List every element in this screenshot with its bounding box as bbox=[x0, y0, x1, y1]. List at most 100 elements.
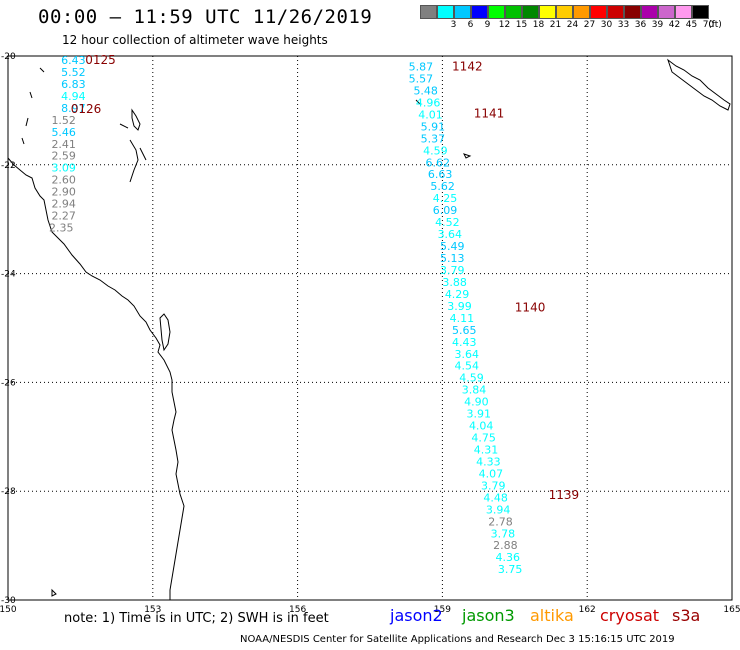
legend-label: 42 bbox=[668, 20, 681, 30]
swh-value: 4.75 bbox=[471, 432, 496, 445]
swh-value: 4.54 bbox=[454, 360, 479, 373]
legend-swatch bbox=[573, 5, 590, 19]
legend-swatch bbox=[607, 5, 624, 19]
swh-value: 5.49 bbox=[440, 240, 465, 253]
satellite-name: altika bbox=[530, 606, 574, 625]
legend-swatch bbox=[522, 5, 539, 19]
legend-label: 33 bbox=[617, 20, 630, 30]
swh-value: 3.75 bbox=[498, 563, 523, 576]
swh-value: 4.43 bbox=[452, 336, 477, 349]
swh-value: 4.90 bbox=[464, 396, 489, 409]
legend-label: 39 bbox=[651, 20, 664, 30]
swh-value: 2.35 bbox=[49, 222, 74, 235]
swh-value: 4.33 bbox=[476, 455, 501, 468]
swh-value: 4.29 bbox=[445, 288, 470, 301]
swh-value: 4.25 bbox=[433, 192, 458, 205]
island-2 bbox=[415, 99, 421, 105]
whitsunday-coastline bbox=[131, 108, 141, 131]
swh-value: 5.37 bbox=[421, 132, 446, 145]
swh-value: 6.83 bbox=[61, 78, 86, 91]
legend-swatch bbox=[488, 5, 505, 19]
reef-outline-2 bbox=[129, 139, 139, 183]
pass-time-label: 1140 bbox=[515, 301, 546, 315]
lord-howe-outline bbox=[51, 588, 57, 597]
swh-value: 4.96 bbox=[416, 96, 441, 109]
pass-time-label: 1142 bbox=[452, 60, 483, 74]
satellite-name: cryosat bbox=[600, 606, 660, 625]
legend-swatch bbox=[641, 5, 658, 19]
swh-value: 5.46 bbox=[51, 126, 76, 139]
fraser-island-coastline bbox=[159, 313, 171, 352]
swh-value: 1.52 bbox=[51, 114, 76, 127]
swh-value: 5.48 bbox=[413, 84, 438, 97]
legend-label: 27 bbox=[583, 20, 596, 30]
swh-value: 4.01 bbox=[418, 108, 443, 121]
satellite-name: jason3 bbox=[462, 606, 515, 625]
swh-value: 4.94 bbox=[61, 90, 86, 103]
swh-value: 5.91 bbox=[421, 120, 446, 133]
legend-label: 30 bbox=[600, 20, 613, 30]
legend-swatch bbox=[556, 5, 573, 19]
swh-value: 4.36 bbox=[495, 551, 520, 564]
lon-tick-label: 153 bbox=[144, 605, 161, 615]
swh-value: 5.62 bbox=[430, 180, 455, 193]
legend-label: 24 bbox=[566, 20, 579, 30]
reef-outline-3 bbox=[119, 123, 147, 161]
legend-label: 18 bbox=[532, 20, 545, 30]
lat-tick-label: -30 bbox=[1, 596, 16, 606]
swh-value: 5.13 bbox=[440, 252, 465, 265]
pass-time-label: 0126 bbox=[71, 102, 102, 116]
lat-tick-label: -24 bbox=[1, 270, 16, 280]
queensland-coastline bbox=[7, 157, 185, 600]
legend-swatch bbox=[658, 5, 675, 19]
credit-line: NOAA/NESDIS Center for Satellite Applica… bbox=[240, 634, 675, 645]
lat-tick-label: -28 bbox=[1, 487, 16, 497]
pass-time-label: 1141 bbox=[474, 106, 505, 120]
lon-tick-label: 165 bbox=[723, 605, 740, 615]
swh-value: 4.52 bbox=[435, 216, 460, 229]
swh-value: 2.90 bbox=[51, 186, 76, 199]
legend-label: 21 bbox=[549, 20, 562, 30]
legend-label: 3 bbox=[450, 20, 457, 30]
legend-label: 9 bbox=[484, 20, 491, 30]
satellite-name: jason2 bbox=[390, 606, 443, 625]
swh-value: 4.48 bbox=[483, 491, 508, 504]
swh-value: 3.64 bbox=[438, 228, 463, 241]
legend-label: 12 bbox=[498, 20, 511, 30]
swh-value: 5.57 bbox=[409, 72, 434, 85]
legend-swatch bbox=[539, 5, 556, 19]
new-caledonia-coastline bbox=[667, 58, 731, 111]
satellite-tracks: 6.435.526.834.948.971.525.462.412.593.09… bbox=[49, 53, 579, 576]
color-legend: 3 6 9 12 15 18 21 24 27 30 33 36 39 42 45 70 (ft) bbox=[420, 5, 722, 33]
lon-tick-label: 150 bbox=[0, 605, 17, 615]
lat-tick-label: -22 bbox=[1, 161, 16, 171]
swh-value: 2.27 bbox=[51, 210, 76, 223]
map-subtitle: 12 hour collection of altimeter wave hei… bbox=[62, 33, 328, 47]
swh-value: 3.91 bbox=[467, 408, 492, 421]
swh-value: 3.79 bbox=[440, 264, 465, 277]
lat-lon-grid bbox=[8, 56, 732, 600]
swh-value: 5.65 bbox=[452, 324, 477, 337]
swh-value: 3.09 bbox=[51, 162, 76, 175]
island-1 bbox=[463, 153, 472, 159]
lat-tick-label: -26 bbox=[1, 378, 16, 388]
swh-value: 6.62 bbox=[426, 156, 451, 169]
legend-swatch bbox=[420, 5, 437, 19]
swh-value: 3.84 bbox=[462, 384, 487, 397]
swh-value: 3.79 bbox=[481, 479, 506, 492]
legend-swatch bbox=[454, 5, 471, 19]
swh-value: 2.94 bbox=[51, 198, 76, 211]
swh-value: 4.07 bbox=[479, 467, 504, 480]
legend-label: 15 bbox=[515, 20, 528, 30]
legend-label: 36 bbox=[634, 20, 647, 30]
axis-tick-labels: 150 153 156 159 162 165 -20 -22 -24 -26 -28 -30 bbox=[0, 52, 740, 615]
swh-value: 2.41 bbox=[51, 138, 76, 151]
map-frame bbox=[7, 55, 733, 601]
map-title: 00:00 – 11:59 UTC 11/26/2019 bbox=[38, 6, 373, 28]
legend-swatch bbox=[471, 5, 488, 19]
swh-value: 2.88 bbox=[493, 539, 517, 552]
lon-tick-label: 156 bbox=[289, 605, 306, 615]
lon-tick-label: 162 bbox=[579, 605, 596, 615]
legend-swatch bbox=[624, 5, 641, 19]
